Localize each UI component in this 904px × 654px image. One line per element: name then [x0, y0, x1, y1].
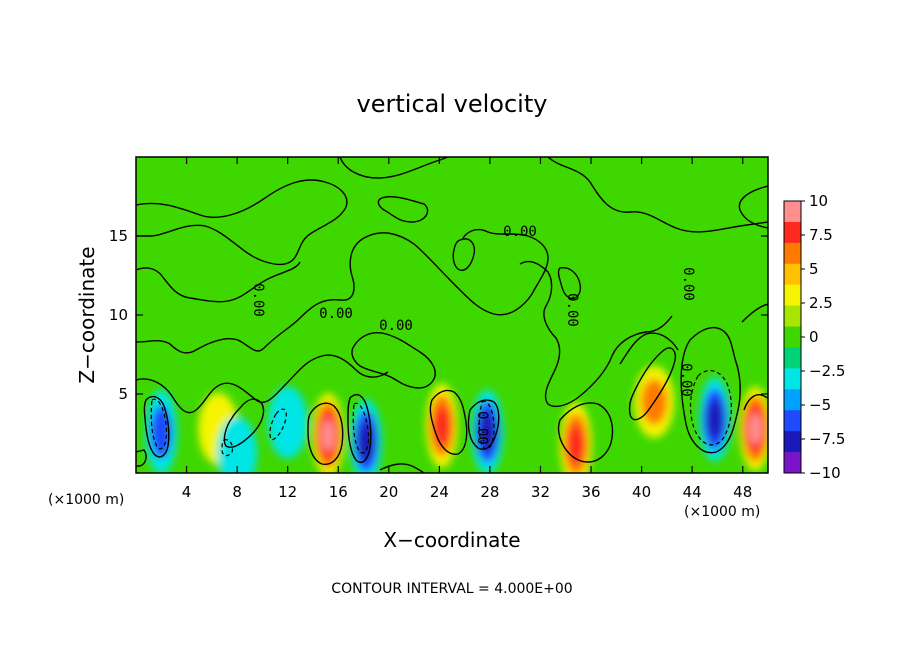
colorbar-swatch [784, 431, 801, 453]
colorbar-swatch [784, 305, 801, 328]
contour-interval-text: CONTOUR INTERVAL = 4.000E+00 [331, 581, 572, 597]
colorbar-swatch [784, 452, 801, 474]
x-tick-label: 48 [733, 483, 752, 501]
colorbar-swatch [784, 410, 801, 432]
contour-line [738, 185, 768, 229]
field-blob [433, 405, 451, 446]
x-tick-label: 28 [480, 483, 499, 501]
contour-line-negative [478, 400, 495, 450]
colorbar-tick-label: −10 [809, 464, 841, 482]
contour-label: 0.00 [474, 411, 490, 445]
contour-label: 0.00 [503, 224, 537, 240]
y-axis-label: Z−coordinate [75, 246, 99, 383]
contour-line-negative [221, 439, 234, 457]
x-tick-label: 12 [278, 483, 297, 501]
contour-line [347, 393, 372, 464]
colorbar-swatch [784, 242, 801, 265]
colorbar-tick-label: −2.5 [809, 362, 845, 380]
contour-line [743, 394, 768, 411]
y-tick-label: 5 [118, 385, 128, 403]
x-tick-label: 8 [232, 483, 242, 501]
x-tick-label: 20 [379, 483, 398, 501]
colorbar-swatch [784, 368, 801, 390]
field-blob [321, 419, 335, 451]
x-axis-label: X−coordinate [383, 528, 520, 552]
colorbar-tick-label: −5 [809, 396, 831, 414]
contour-line [547, 157, 768, 233]
contour-line [377, 195, 429, 223]
contour-line [557, 402, 614, 463]
y-ticks: 5 10 15 [109, 227, 768, 403]
field-blob [706, 399, 724, 440]
colorbar-tick-label: 7.5 [809, 226, 833, 244]
colorbar-tick-label: −7.5 [809, 430, 845, 448]
contour-label: 0.00 [319, 306, 353, 322]
colorbar-swatch [784, 389, 801, 411]
x-tick-label: 32 [531, 483, 550, 501]
colorbar-tick-label: 0 [809, 328, 819, 346]
x-unit-left: (×1000 m) [48, 492, 124, 508]
x-unit-right: (×1000 m) [684, 504, 760, 520]
x-tick-label: 40 [632, 483, 651, 501]
colorbar-swatch [784, 221, 801, 244]
contour-line [680, 326, 741, 454]
field-blob [567, 424, 585, 465]
colorbar-tick-label: 10 [809, 192, 828, 210]
contour-line [467, 399, 500, 450]
contour-line [136, 261, 301, 303]
contour-line-negative [150, 398, 168, 450]
x-tick-label: 16 [329, 483, 348, 501]
plot-area: 0.000.000.000.000.000.000.000.00 4 8 12 16 2… [109, 156, 769, 501]
contour-labels: 0.00 0.00 0.00 0.00 0.00 0.00 0.00 0.00 [250, 224, 696, 445]
contour-line [619, 332, 679, 365]
chart-title: vertical velocity [357, 90, 548, 118]
colorbar-swatch [784, 284, 801, 307]
negative-contours [150, 369, 732, 457]
contour-label: 0.00 [678, 363, 694, 397]
field-blob [217, 416, 258, 473]
colorbar-tick-label: 2.5 [809, 294, 833, 312]
colorbar: 10 7.5 5 2.5 0 −2.5 −5 −7.5 −10 [783, 192, 845, 482]
x-tick-label: 24 [430, 483, 449, 501]
contour-line [223, 398, 265, 448]
contour-line [339, 157, 449, 179]
contour-line [741, 303, 768, 323]
contour-line [429, 389, 468, 455]
contour-line [628, 347, 676, 421]
colorbar-swatch [784, 347, 801, 369]
y-tick-label: 15 [109, 227, 128, 245]
contour-line-negative [352, 402, 370, 454]
contour-line [452, 238, 476, 271]
contour-line-negative [689, 369, 732, 446]
contour-line [136, 449, 147, 467]
contour-lines [136, 157, 768, 473]
field-blob [748, 412, 763, 445]
contour-label: 0.00 [564, 293, 580, 327]
field-blobs [145, 365, 768, 473]
field-blob [267, 386, 308, 459]
field-blob [479, 412, 496, 452]
x-tick-label: 44 [683, 483, 702, 501]
contour-line [307, 402, 344, 465]
contour-line [136, 179, 348, 266]
contour-label: 0.00 [250, 283, 266, 317]
contour-label: 0.00 [379, 318, 413, 334]
contour-label: 0.00 [680, 267, 696, 301]
contour-line [557, 267, 582, 300]
contour-line [519, 260, 673, 408]
colorbar-swatch [784, 326, 801, 348]
field-blob [357, 421, 375, 462]
colorbar-swatch [784, 201, 801, 223]
y-tick-label: 10 [109, 306, 128, 324]
x-tick-label: 36 [581, 483, 600, 501]
contour-line [351, 332, 436, 389]
contour-line [136, 228, 549, 354]
x-tick-label: 4 [182, 483, 192, 501]
colorbar-tick-label: 5 [809, 260, 819, 278]
colorbar-swatch [784, 263, 801, 286]
x-ticks: 4 8 12 16 20 24 28 32 36 40 44 48 [182, 157, 752, 501]
contour-line [143, 395, 170, 458]
contour-line-negative [269, 408, 287, 441]
